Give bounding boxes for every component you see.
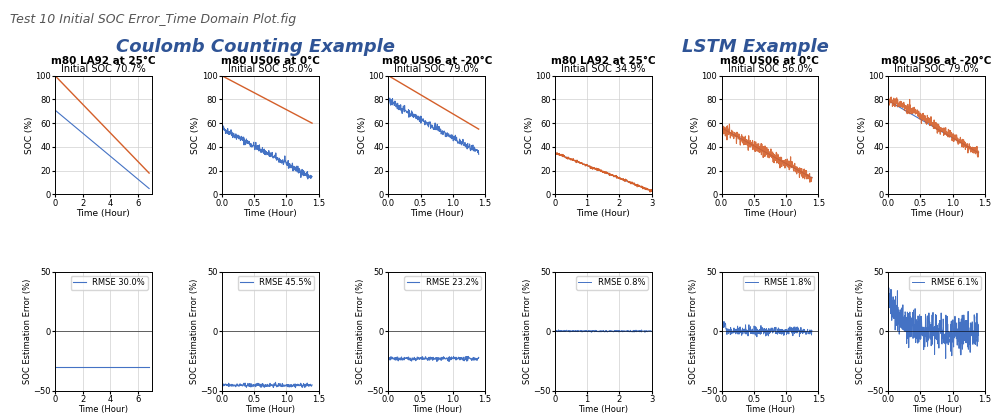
Text: Initial SOC 56.0%: Initial SOC 56.0% — [228, 64, 312, 74]
Y-axis label: SOC (%): SOC (%) — [25, 116, 34, 154]
Y-axis label: SOC (%): SOC (%) — [358, 116, 367, 154]
X-axis label: Time (Hour): Time (Hour) — [912, 405, 962, 414]
X-axis label: Time (Hour): Time (Hour) — [412, 405, 462, 414]
X-axis label: Time (Hour): Time (Hour) — [578, 405, 628, 414]
Text: LSTM Example: LSTM Example — [682, 38, 828, 56]
Title: m80 US06 at 0°C: m80 US06 at 0°C — [221, 56, 320, 66]
Y-axis label: SOC (%): SOC (%) — [191, 116, 200, 154]
Legend: RMSE 0.8%: RMSE 0.8% — [576, 276, 648, 290]
X-axis label: Time (Hour): Time (Hour) — [745, 405, 795, 414]
Y-axis label: SOC Estimation Error (%): SOC Estimation Error (%) — [190, 278, 199, 384]
Text: Initial SOC 56.0%: Initial SOC 56.0% — [728, 64, 812, 74]
X-axis label: Time (Hour): Time (Hour) — [245, 405, 295, 414]
Y-axis label: SOC (%): SOC (%) — [691, 116, 700, 154]
Y-axis label: SOC (%): SOC (%) — [858, 116, 867, 154]
Legend: RMSE 6.1%: RMSE 6.1% — [909, 276, 981, 290]
Y-axis label: SOC Estimation Error (%): SOC Estimation Error (%) — [856, 278, 865, 384]
Text: Initial SOC 79.0%: Initial SOC 79.0% — [394, 64, 479, 74]
Title: m80 US06 at 0°C: m80 US06 at 0°C — [720, 56, 819, 66]
Title: m80 US06 at -20°C: m80 US06 at -20°C — [382, 56, 492, 66]
Legend: RMSE 30.0%: RMSE 30.0% — [71, 276, 148, 290]
X-axis label: Time (Hour): Time (Hour) — [78, 405, 128, 414]
Text: Initial SOC 34.9%: Initial SOC 34.9% — [561, 64, 646, 74]
Text: Coulomb Counting Example: Coulomb Counting Example — [116, 38, 394, 56]
X-axis label: Time (Hour): Time (Hour) — [410, 209, 464, 218]
Title: m80 LA92 at 25°C: m80 LA92 at 25°C — [551, 56, 656, 66]
Y-axis label: SOC Estimation Error (%): SOC Estimation Error (%) — [23, 278, 32, 384]
Y-axis label: SOC Estimation Error (%): SOC Estimation Error (%) — [356, 278, 365, 384]
Legend: RMSE 23.2%: RMSE 23.2% — [404, 276, 481, 290]
X-axis label: Time (Hour): Time (Hour) — [243, 209, 297, 218]
X-axis label: Time (Hour): Time (Hour) — [743, 209, 797, 218]
X-axis label: Time (Hour): Time (Hour) — [910, 209, 963, 218]
Text: Initial SOC 70.7%: Initial SOC 70.7% — [61, 64, 146, 74]
Y-axis label: SOC (%): SOC (%) — [525, 116, 534, 154]
Text: Test 10 Initial SOC Error_Time Domain Plot.fig: Test 10 Initial SOC Error_Time Domain Pl… — [10, 13, 296, 26]
Legend: RMSE 1.8%: RMSE 1.8% — [743, 276, 814, 290]
X-axis label: Time (Hour): Time (Hour) — [77, 209, 130, 218]
Title: m80 US06 at -20°C: m80 US06 at -20°C — [881, 56, 992, 66]
Text: Initial SOC 79.0%: Initial SOC 79.0% — [894, 64, 979, 74]
Legend: RMSE 45.5%: RMSE 45.5% — [238, 276, 314, 290]
X-axis label: Time (Hour): Time (Hour) — [576, 209, 630, 218]
Title: m80 LA92 at 25°C: m80 LA92 at 25°C — [51, 56, 156, 66]
Y-axis label: SOC Estimation Error (%): SOC Estimation Error (%) — [689, 278, 698, 384]
Y-axis label: SOC Estimation Error (%): SOC Estimation Error (%) — [523, 278, 532, 384]
